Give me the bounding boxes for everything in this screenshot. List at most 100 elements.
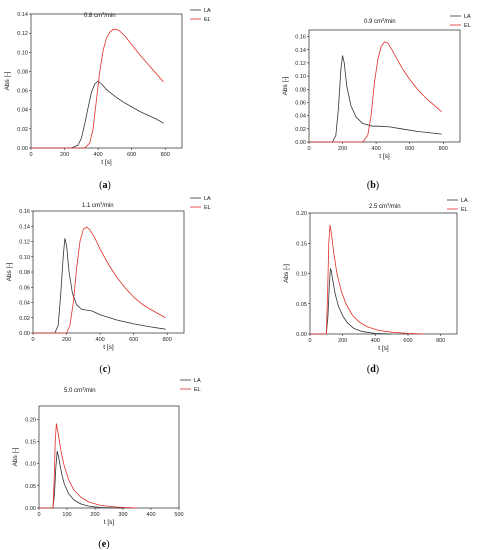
x-tick-label: 800 xyxy=(439,146,448,152)
series-line-el xyxy=(310,224,425,335)
y-tick-label: 0.20 xyxy=(25,417,36,423)
legend: LA EL xyxy=(180,378,201,393)
plot-frame xyxy=(32,210,185,334)
y-axis-label: Abs [-] xyxy=(283,264,290,283)
y-tick-label: 0.04 xyxy=(295,114,306,120)
x-tick-label: 0 xyxy=(29,152,32,158)
x-tick-label: 400 xyxy=(146,512,155,518)
series-line-la xyxy=(309,55,442,143)
series-line-la xyxy=(310,268,392,335)
y-tick-label: 0.04 xyxy=(19,301,30,307)
plot-frame xyxy=(30,13,183,149)
y-axis-label: Abs [-] xyxy=(4,71,11,90)
y-tick-label: 0.14 xyxy=(295,48,306,54)
chart-title-prefix: 2.5 cm xyxy=(369,204,387,210)
y-tick-label: 0.05 xyxy=(25,484,36,490)
y-tick-label: 0.06 xyxy=(17,89,28,95)
y-tick-label: 0.06 xyxy=(19,285,30,291)
legend: LA EL xyxy=(447,198,468,213)
series-line-la xyxy=(39,450,124,509)
y-tick-label: 0.10 xyxy=(25,462,36,468)
y-axis-label: Abs [-] xyxy=(12,447,19,466)
chart-title-suffix: /min xyxy=(104,13,115,19)
legend-label-la: LA xyxy=(461,198,468,204)
legend: LA EL xyxy=(450,14,471,29)
legend-label-el: EL xyxy=(464,23,471,29)
series-line-la xyxy=(33,238,166,334)
panel-caption-letter: e xyxy=(102,539,107,550)
chart-title: 5.0 cm3/min xyxy=(64,386,96,395)
y-tick-label: 0.20 xyxy=(296,211,307,217)
x-tick-label: 800 xyxy=(163,337,172,343)
legend-label-la: LA xyxy=(204,196,211,202)
y-tick-label: 0.14 xyxy=(17,12,28,18)
y-tick-label: 0.08 xyxy=(295,87,306,93)
x-tick-label: 100 xyxy=(62,512,71,518)
y-tick-label: 0.14 xyxy=(19,224,30,230)
y-tick-label: 0.02 xyxy=(295,127,306,133)
chart-title-sup: 3 xyxy=(82,386,85,391)
x-axis-label: t [s] xyxy=(103,344,114,351)
x-axis-label: t [s] xyxy=(101,159,112,166)
x-tick-label: 200 xyxy=(90,512,99,518)
panel-caption-letter: b xyxy=(370,180,376,191)
chart-title: 0.8 cm3/min xyxy=(84,11,116,20)
x-tick-label: 0 xyxy=(37,512,40,518)
x-tick-label: 800 xyxy=(161,152,170,158)
series-line-la xyxy=(31,80,164,149)
x-tick-label: 600 xyxy=(403,338,412,344)
panel-caption-letter: a xyxy=(103,180,108,191)
chart-title-sup: 3 xyxy=(100,201,103,206)
x-tick-label: 200 xyxy=(338,338,347,344)
plot-frame xyxy=(38,405,180,509)
y-tick-label: 0.00 xyxy=(17,146,28,152)
x-axis-label: t [s] xyxy=(378,345,389,352)
panel-caption: (c) xyxy=(99,364,110,375)
chart-title: 2.5 cm3/min xyxy=(369,202,401,211)
y-tick-label: 0.15 xyxy=(25,439,36,445)
series-line-el xyxy=(309,41,442,143)
x-tick-label: 400 xyxy=(371,338,380,344)
panel-caption: (e) xyxy=(98,539,109,550)
legend-label-el: EL xyxy=(204,205,211,211)
panel-caption: (b) xyxy=(367,180,379,191)
y-tick-label: 0.02 xyxy=(17,127,28,133)
y-tick-label: 0.12 xyxy=(17,31,28,37)
y-tick-label: 0.15 xyxy=(296,241,307,247)
legend-label-la: LA xyxy=(204,8,211,14)
y-tick-label: 0.04 xyxy=(17,108,28,114)
chart-title-prefix: 0.9 cm xyxy=(364,19,382,25)
chart-title-suffix: /min xyxy=(102,203,113,209)
legend-label-la: LA xyxy=(464,14,471,20)
x-tick-label: 300 xyxy=(118,512,127,518)
y-axis-label: Abs [-] xyxy=(6,262,13,281)
panel-caption: (d) xyxy=(367,364,379,375)
chart-title-suffix: /min xyxy=(384,19,395,25)
chart-c: 0 200 400 600 800 0.00 0.02 0.04 0.06 0.08 0.10 0.1… xyxy=(6,196,211,375)
x-tick-label: 200 xyxy=(60,152,69,158)
chart-title-prefix: 1.1 cm xyxy=(82,203,100,209)
panel-caption: (a) xyxy=(99,180,111,191)
x-tick-label: 600 xyxy=(129,337,138,343)
chart-e: 0 100 200 300 400 500 0.00 0.05 0.10 0.15 0.20 t [s… xyxy=(12,378,201,550)
y-tick-label: 0.16 xyxy=(19,209,30,215)
y-tick-label: 0.08 xyxy=(17,69,28,75)
chart-title-prefix: 0.8 cm xyxy=(84,13,102,19)
chart-title-sup: 3 xyxy=(102,11,105,16)
x-tick-label: 400 xyxy=(372,146,381,152)
y-axis-label: Abs [-] xyxy=(282,76,289,95)
chart-title-prefix: 5.0 cm xyxy=(64,388,82,394)
x-axis-label: t [s] xyxy=(104,519,115,526)
y-tick-label: 0.05 xyxy=(296,302,307,308)
y-tick-label: 0.06 xyxy=(295,100,306,106)
y-tick-label: 0.00 xyxy=(25,506,36,512)
chart-a: 0 200 400 600 800 0.00 0.02 0.04 0.06 0.08 0.10 0.1… xyxy=(4,8,211,191)
plot-frame xyxy=(308,29,461,143)
chart-title-suffix: /min xyxy=(389,204,400,210)
y-tick-label: 0.02 xyxy=(19,316,30,322)
legend-label-el: EL xyxy=(204,17,211,23)
x-tick-label: 400 xyxy=(94,152,103,158)
y-tick-label: 0.16 xyxy=(295,35,306,41)
x-tick-label: 600 xyxy=(405,146,414,152)
